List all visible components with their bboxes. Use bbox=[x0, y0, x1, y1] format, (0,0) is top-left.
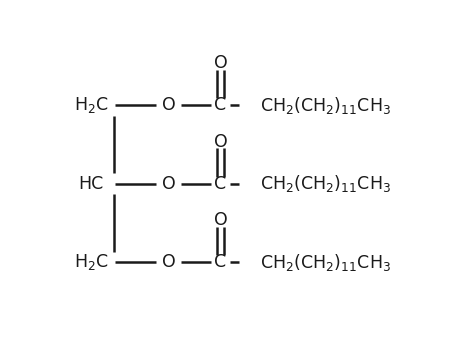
Text: O: O bbox=[213, 211, 227, 229]
Text: C: C bbox=[214, 253, 226, 271]
Text: C: C bbox=[214, 175, 226, 193]
Text: O: O bbox=[161, 253, 175, 271]
Text: C: C bbox=[214, 96, 226, 114]
Text: H$_2$C: H$_2$C bbox=[74, 252, 108, 272]
Text: HC: HC bbox=[78, 175, 103, 193]
Text: H$_2$C: H$_2$C bbox=[74, 95, 108, 115]
Text: CH$_2$(CH$_2$)$_{11}$CH$_3$: CH$_2$(CH$_2$)$_{11}$CH$_3$ bbox=[260, 95, 390, 116]
Text: O: O bbox=[213, 54, 227, 72]
Text: O: O bbox=[213, 133, 227, 151]
Text: CH$_2$(CH$_2$)$_{11}$CH$_3$: CH$_2$(CH$_2$)$_{11}$CH$_3$ bbox=[260, 252, 390, 273]
Text: O: O bbox=[161, 96, 175, 114]
Text: O: O bbox=[161, 175, 175, 193]
Text: CH$_2$(CH$_2$)$_{11}$CH$_3$: CH$_2$(CH$_2$)$_{11}$CH$_3$ bbox=[260, 173, 390, 194]
